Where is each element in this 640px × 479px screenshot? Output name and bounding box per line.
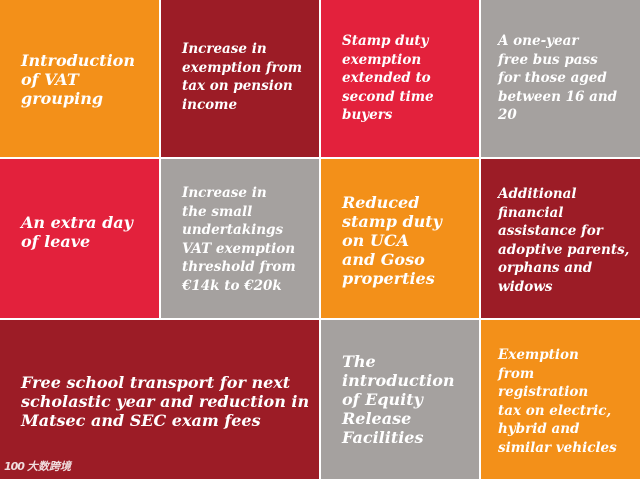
tile-school-transport-text: Free school transport for next scholasti… <box>21 373 310 430</box>
tile-financial-assistance-text: Additional financial assistance for adop… <box>498 186 630 295</box>
tile-vat-threshold-text: Increase in the small undertakings VAT e… <box>182 185 296 294</box>
tile-vat-threshold: Increase in the small undertakings VAT e… <box>161 159 319 318</box>
watermark: 100 大数跨境 <box>4 458 71 474</box>
tile-pension-exemption-text: Increase in exemption from tax on pensio… <box>182 41 303 113</box>
tile-bus-pass-text: A one-year free bus pass for those aged … <box>498 33 618 123</box>
tile-financial-assistance: Additional financial assistance for adop… <box>481 159 640 318</box>
watermark-logo-icon: 100 <box>4 459 25 473</box>
tile-reduced-stamp-duty: Reduced stamp duty on UCA and Goso prope… <box>321 159 479 318</box>
tile-vat-grouping-text: Introduction of VAT grouping <box>21 51 135 108</box>
tile-equity-release: The introduction of Equity Release Facil… <box>321 320 479 479</box>
tile-extra-leave-text: An extra day of leave <box>21 213 133 251</box>
tile-equity-release-text: The introduction of Equity Release Facil… <box>342 352 455 447</box>
tile-reduced-stamp-duty-text: Reduced stamp duty on UCA and Goso prope… <box>342 193 442 288</box>
watermark-text: 大数跨境 <box>26 460 71 473</box>
tile-vehicle-tax-exemption-text: Exemption from registration tax on elect… <box>498 347 617 456</box>
tile-bus-pass: A one-year free bus pass for those aged … <box>481 0 640 157</box>
tile-vat-grouping: Introduction of VAT grouping <box>0 0 159 157</box>
tile-pension-exemption: Increase in exemption from tax on pensio… <box>161 0 319 157</box>
tile-stamp-duty-exemption-text: Stamp duty exemption extended to second … <box>342 33 434 123</box>
tile-school-transport: Free school transport for next scholasti… <box>0 320 319 479</box>
tile-stamp-duty-exemption: Stamp duty exemption extended to second … <box>321 0 479 157</box>
tile-extra-leave: An extra day of leave <box>0 159 159 318</box>
tile-vehicle-tax-exemption: Exemption from registration tax on elect… <box>481 320 640 479</box>
